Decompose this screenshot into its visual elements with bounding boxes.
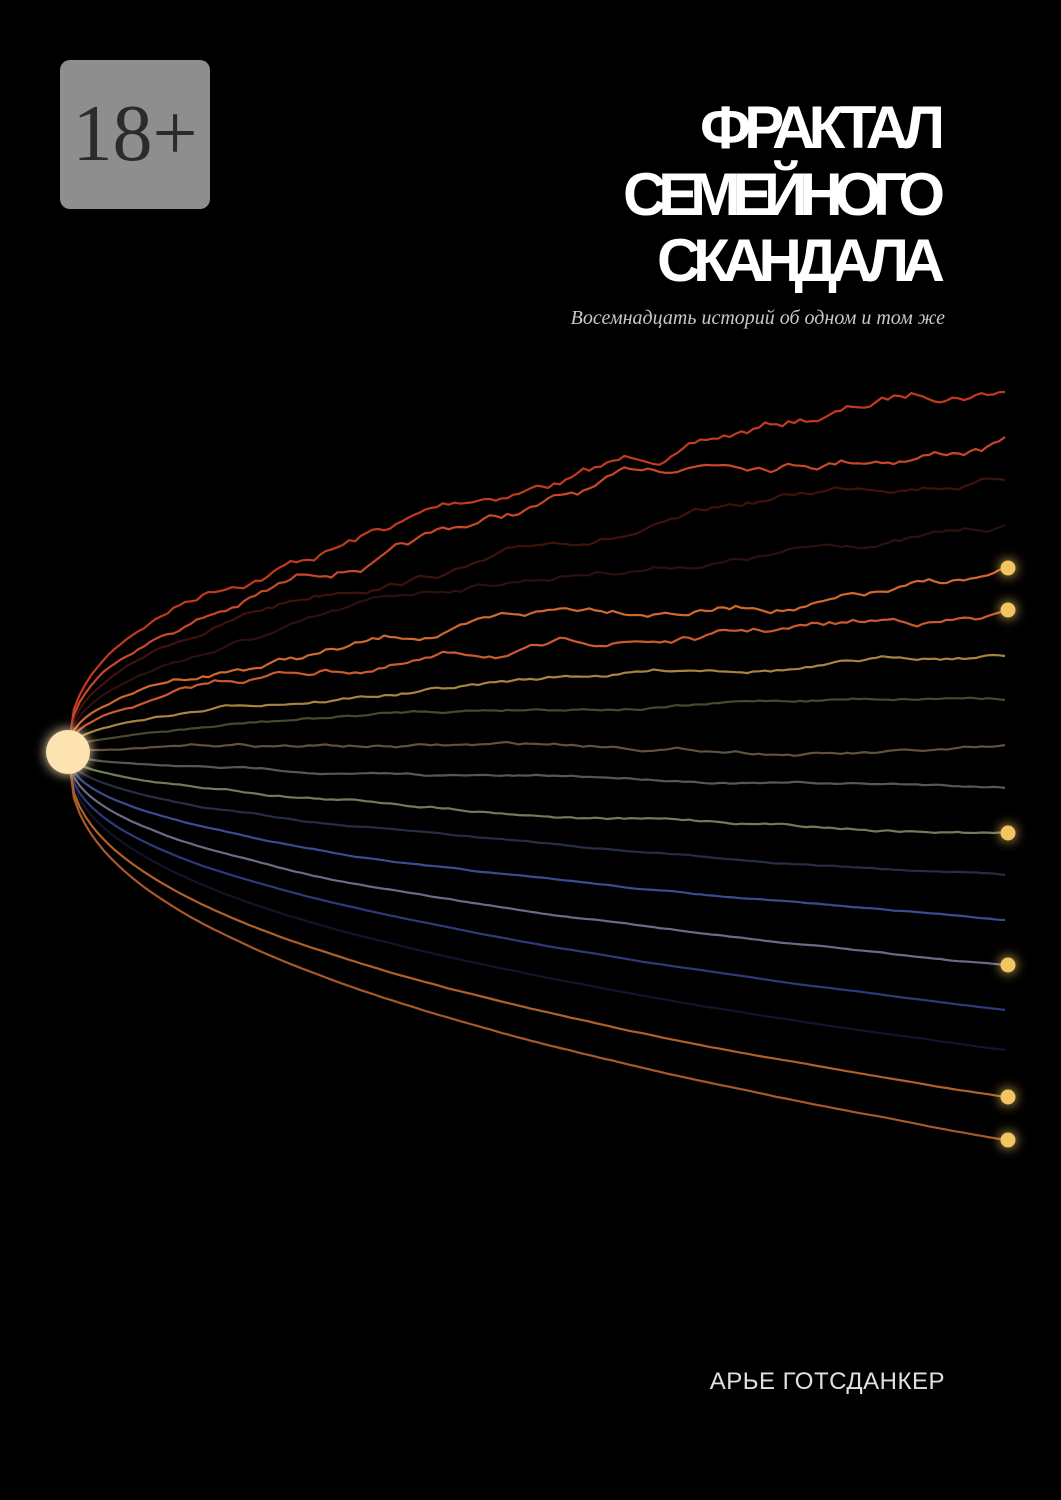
fractal-line	[66, 608, 1006, 753]
fractal-line	[66, 751, 1006, 922]
line-end-dot	[1000, 1132, 1016, 1148]
fractal-line	[66, 390, 1006, 753]
fractal-line	[66, 566, 1006, 753]
line-end-dot	[1000, 1089, 1016, 1105]
author: АРЬЕ ГОТСДАНКЕР	[710, 1368, 945, 1395]
fractal-line	[66, 751, 1006, 1012]
fractal-line	[67, 751, 1006, 835]
fractal-line	[66, 751, 1006, 1142]
fractal-line	[66, 751, 1006, 877]
title-line: СКАНДАЛА	[657, 227, 945, 294]
title-line: СЕМЕЙНОГО	[623, 161, 945, 228]
fractal-line	[67, 653, 1006, 753]
line-end-dot	[1000, 602, 1016, 618]
line-end-dot	[1000, 957, 1016, 973]
fractal-line	[66, 751, 1006, 967]
age-badge	[60, 60, 210, 209]
fractal-line	[67, 751, 1006, 790]
fractal-line	[66, 751, 1006, 1052]
fractal-line	[67, 740, 1006, 757]
title-line: ФРАКТАЛ	[700, 94, 945, 161]
fractal-line	[67, 696, 1006, 753]
fractal-lines	[66, 390, 1016, 1148]
line-end-dot	[1000, 825, 1016, 841]
fractal-line	[66, 477, 1006, 753]
origin-glow	[46, 730, 90, 774]
fractal-line	[66, 523, 1006, 753]
fractal-line	[66, 436, 1006, 753]
fractal-line	[66, 751, 1006, 1099]
subtitle: Восемнадцать историй об одном и том же	[571, 307, 945, 329]
line-end-dot	[1000, 560, 1016, 576]
age-badge-text: 18+	[72, 90, 197, 178]
